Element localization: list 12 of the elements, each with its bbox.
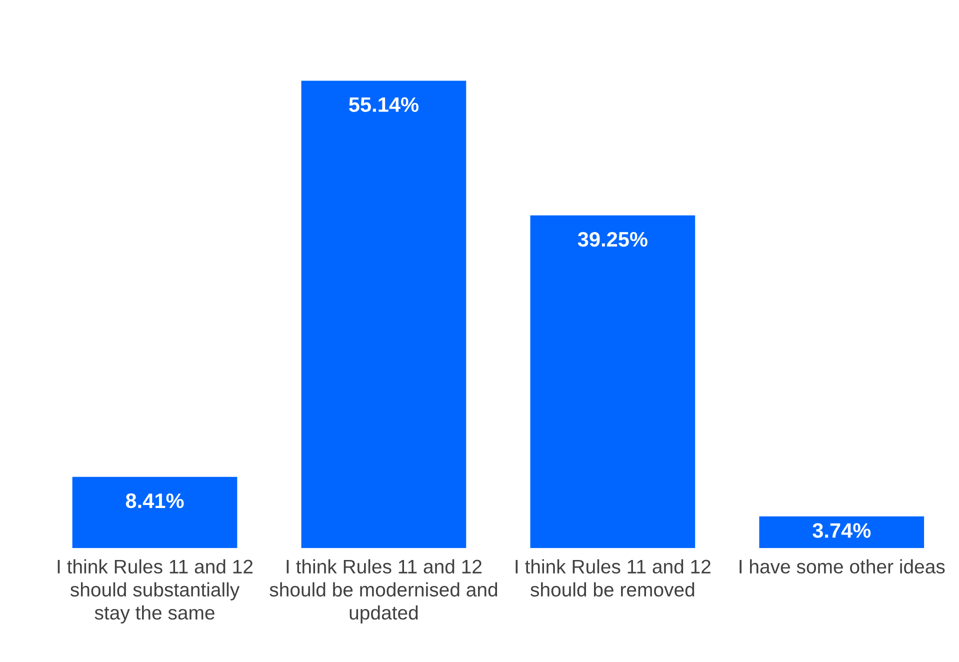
bar [301, 80, 466, 548]
x-tick-label: I have some other ideas [740, 559, 945, 574]
x-tick-label: I think Rules 11 and 12 should substantially stay the same [58, 559, 253, 624]
bar [530, 215, 696, 548]
bar [72, 476, 238, 548]
data-label: 39.25% [578, 232, 648, 247]
data-label: 3.74% [812, 523, 871, 538]
data-label: 55.14% [349, 97, 418, 112]
x-tick-label: I think Rules 11 and 12 should be modernised and updated [270, 559, 498, 624]
x-tick-label: I think Rules 11 and 12 should be removed [516, 559, 710, 597]
data-label: 8.41% [126, 493, 184, 508]
bar [759, 516, 924, 548]
